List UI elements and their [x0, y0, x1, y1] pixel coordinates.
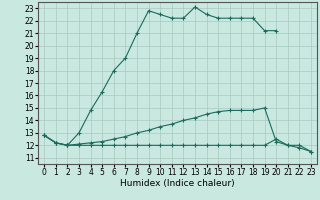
X-axis label: Humidex (Indice chaleur): Humidex (Indice chaleur)	[120, 179, 235, 188]
